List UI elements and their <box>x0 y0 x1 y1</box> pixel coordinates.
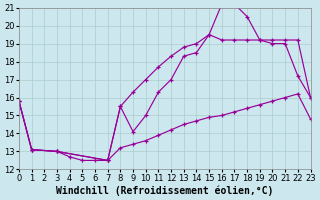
X-axis label: Windchill (Refroidissement éolien,°C): Windchill (Refroidissement éolien,°C) <box>56 185 273 196</box>
